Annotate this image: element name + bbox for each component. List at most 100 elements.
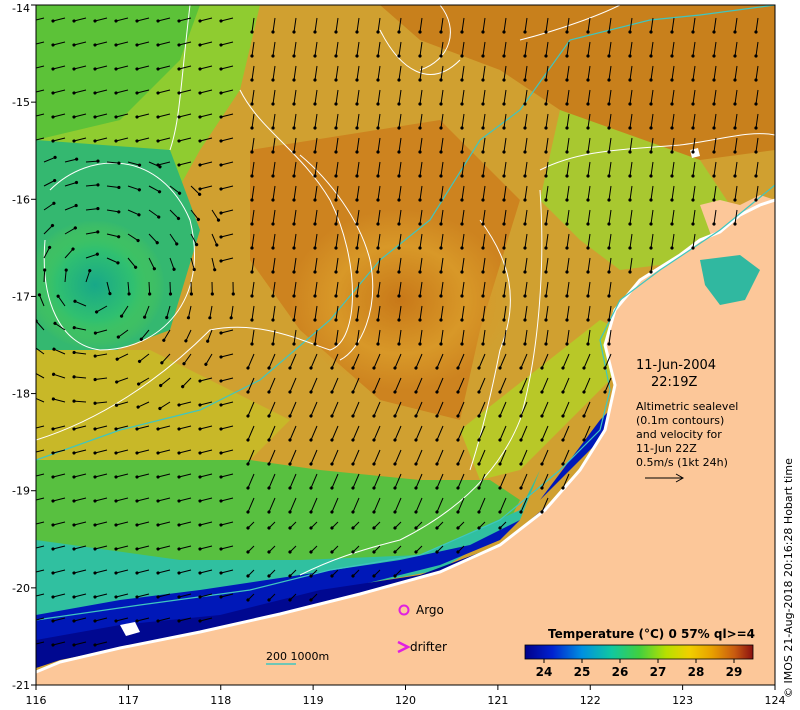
velocity-arrow: [670, 233, 675, 250]
velocity-arrow: [355, 137, 360, 154]
velocity-arrow: [51, 569, 66, 575]
velocity-arrow: [246, 569, 255, 578]
legend: Argo drifter 200 1000m: [266, 603, 447, 665]
velocity-arrow: [292, 65, 297, 82]
velocity-arrow: [85, 183, 100, 187]
velocity-arrow: [355, 89, 360, 106]
velocity-arrow: [355, 65, 360, 82]
velocity-arrow: [649, 209, 654, 226]
velocity-arrow: [586, 65, 591, 82]
annotation-line-4: 11-Jun 22Z: [636, 442, 697, 455]
velocity-arrow: [565, 305, 570, 322]
velocity-arrow: [292, 257, 297, 274]
velocity-arrow: [670, 137, 675, 154]
velocity-arrow: [439, 305, 444, 322]
velocity-arrow: [670, 161, 675, 178]
velocity-arrow: [460, 137, 465, 154]
velocity-arrows: [36, 17, 759, 647]
lon-tick-label: 121: [487, 694, 508, 707]
velocity-arrow: [36, 89, 45, 93]
velocity-arrow: [292, 113, 297, 130]
velocity-arrow: [628, 257, 633, 274]
velocity-arrow: [586, 41, 591, 58]
velocity-arrow: [246, 521, 255, 530]
velocity-arrow: [523, 257, 528, 274]
velocity-arrow: [309, 569, 318, 578]
velocity-arrow: [267, 449, 276, 466]
velocity-arrow: [649, 17, 654, 34]
velocity-arrow: [523, 281, 528, 298]
velocity-arrow: [670, 113, 675, 130]
velocity-arrow: [56, 294, 66, 307]
velocity-arrow: [206, 329, 213, 343]
velocity-arrow: [85, 206, 100, 211]
velocity-arrow: [106, 281, 112, 296]
velocity-arrow: [267, 545, 276, 554]
velocity-arrow: [330, 353, 339, 370]
velocity-arrow: [51, 545, 66, 551]
velocity-arrow: [523, 305, 528, 322]
velocity-arrow: [64, 268, 68, 283]
velocity-arrow: [271, 161, 276, 178]
velocity-arrow: [418, 137, 423, 154]
velocity-arrow: [691, 161, 696, 178]
velocity-arrow: [93, 401, 108, 405]
velocity-arrow: [36, 347, 45, 355]
velocity-arrow: [93, 65, 108, 71]
velocity-arrow: [439, 233, 444, 250]
velocity-arrow: [418, 65, 423, 82]
velocity-arrow: [372, 521, 381, 530]
velocity-arrow: [288, 377, 297, 394]
velocity-arrow: [565, 329, 570, 346]
velocity-arrow: [114, 521, 129, 527]
velocity-arrow: [177, 545, 192, 551]
velocity-arrow: [246, 401, 255, 418]
velocity-arrow: [156, 593, 171, 599]
velocity-arrow: [565, 89, 570, 106]
velocity-arrow: [351, 449, 360, 466]
velocity-arrow: [649, 185, 654, 202]
velocity-arrow: [393, 545, 402, 554]
velocity-arrow: [198, 425, 213, 431]
velocity-arrow: [143, 305, 150, 319]
velocity-arrow: [114, 89, 129, 95]
velocity-arrow: [544, 137, 549, 154]
velocity-arrow: [114, 449, 129, 455]
velocity-arrow: [628, 113, 633, 130]
velocity-arrow: [355, 113, 360, 130]
velocity-arrow: [114, 569, 129, 575]
velocity-arrow: [93, 617, 108, 623]
velocity-arrow: [177, 497, 192, 503]
velocity-arrow: [519, 377, 528, 394]
velocity-arrow: [219, 401, 234, 407]
velocity-arrow: [219, 137, 234, 143]
velocity-arrow: [355, 257, 360, 274]
velocity-arrow: [435, 425, 444, 442]
velocity-arrow: [582, 377, 591, 394]
velocity-arrow: [198, 617, 213, 623]
velocity-arrow: [36, 617, 45, 621]
velocity-arrow: [309, 377, 318, 394]
velocity-arrow: [456, 545, 465, 554]
velocity-arrow: [502, 209, 507, 226]
velocity-arrow: [544, 161, 549, 178]
velocity-arrow: [628, 209, 633, 226]
velocity-arrow: [162, 329, 171, 342]
velocity-arrow: [219, 65, 234, 71]
velocity-arrow: [607, 161, 612, 178]
velocity-arrow: [435, 497, 444, 514]
velocity-arrow: [418, 281, 423, 298]
velocity-arrow: [372, 545, 381, 554]
velocity-arrow: [733, 137, 738, 154]
velocity-arrow: [414, 473, 423, 490]
velocity-arrow: [330, 377, 339, 394]
velocity-arrow: [607, 137, 612, 154]
velocity-arrow: [250, 161, 255, 178]
velocity-arrow: [565, 281, 570, 298]
velocity-arrow: [523, 329, 528, 346]
velocity-arrow: [418, 209, 423, 226]
velocity-arrow: [414, 425, 423, 442]
velocity-arrow: [43, 178, 57, 187]
velocity-arrow: [288, 401, 297, 418]
velocity-arrow: [586, 209, 591, 226]
